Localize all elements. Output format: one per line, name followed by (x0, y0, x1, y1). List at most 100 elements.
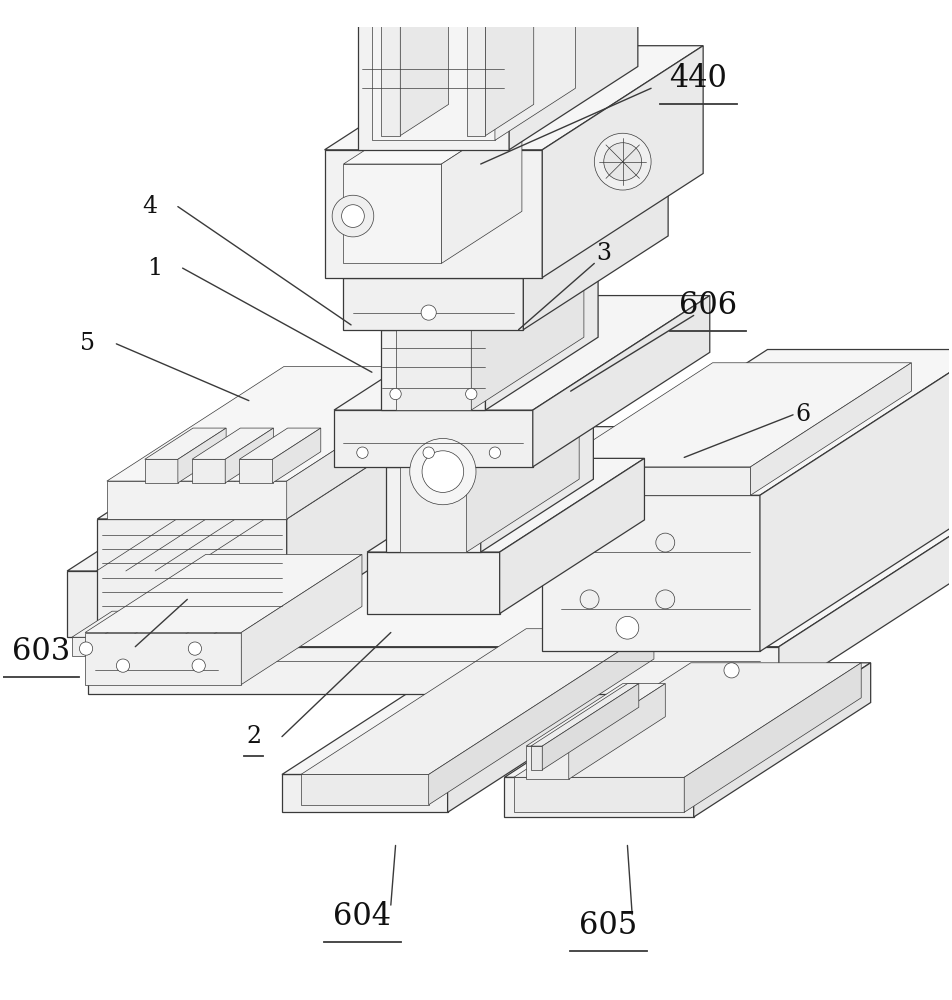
Polygon shape (382, 330, 486, 410)
Polygon shape (282, 774, 447, 812)
Polygon shape (192, 459, 226, 483)
Polygon shape (543, 350, 952, 495)
Circle shape (616, 616, 639, 639)
Polygon shape (97, 404, 464, 519)
Polygon shape (552, 363, 911, 467)
Polygon shape (85, 554, 362, 633)
Polygon shape (145, 459, 178, 483)
Polygon shape (750, 363, 911, 495)
Polygon shape (282, 629, 673, 774)
Polygon shape (241, 554, 362, 685)
Circle shape (188, 642, 202, 655)
Text: 4: 4 (142, 195, 157, 218)
Polygon shape (505, 663, 871, 777)
Circle shape (580, 533, 599, 552)
Circle shape (724, 663, 739, 678)
Text: 606: 606 (679, 290, 737, 321)
Polygon shape (344, 278, 524, 330)
Polygon shape (400, 0, 448, 136)
Circle shape (604, 143, 642, 181)
Polygon shape (543, 495, 760, 651)
Polygon shape (209, 611, 249, 656)
Circle shape (192, 659, 206, 672)
Polygon shape (97, 519, 287, 623)
Polygon shape (325, 46, 704, 150)
Circle shape (332, 195, 374, 237)
Polygon shape (514, 663, 862, 777)
Polygon shape (779, 480, 952, 694)
Circle shape (656, 590, 675, 609)
Polygon shape (395, 330, 471, 410)
Polygon shape (694, 663, 871, 817)
Polygon shape (466, 394, 579, 552)
Polygon shape (239, 459, 272, 483)
Polygon shape (334, 296, 710, 410)
Polygon shape (400, 467, 466, 552)
Polygon shape (514, 777, 684, 812)
Polygon shape (287, 367, 464, 519)
Polygon shape (382, 8, 400, 136)
Polygon shape (107, 481, 287, 519)
Polygon shape (526, 746, 568, 779)
Polygon shape (71, 611, 141, 637)
Polygon shape (239, 428, 321, 459)
Text: 440: 440 (669, 63, 727, 94)
Polygon shape (387, 394, 593, 467)
Polygon shape (100, 611, 141, 656)
Polygon shape (301, 774, 428, 805)
Text: 604: 604 (333, 901, 391, 932)
Text: 2: 2 (246, 725, 261, 748)
Text: 5: 5 (81, 332, 95, 355)
Circle shape (466, 388, 477, 400)
Polygon shape (207, 609, 613, 661)
Polygon shape (531, 746, 543, 770)
Circle shape (423, 447, 434, 458)
Polygon shape (107, 367, 464, 481)
Polygon shape (372, 3, 495, 140)
Polygon shape (145, 428, 227, 459)
Polygon shape (287, 404, 464, 623)
Polygon shape (88, 647, 779, 694)
Polygon shape (543, 684, 639, 770)
Polygon shape (301, 629, 654, 774)
Circle shape (656, 533, 675, 552)
Polygon shape (471, 257, 584, 410)
Polygon shape (395, 257, 584, 330)
Polygon shape (524, 184, 668, 330)
Polygon shape (486, 257, 598, 410)
Polygon shape (181, 637, 209, 656)
Polygon shape (486, 0, 534, 136)
Polygon shape (334, 410, 533, 467)
Polygon shape (526, 684, 665, 746)
Text: 3: 3 (596, 242, 611, 265)
Polygon shape (531, 684, 639, 746)
Polygon shape (543, 46, 704, 278)
Polygon shape (192, 428, 273, 459)
Polygon shape (428, 629, 654, 805)
Text: 603: 603 (11, 636, 69, 667)
Polygon shape (68, 477, 359, 571)
Polygon shape (382, 257, 598, 330)
Polygon shape (509, 0, 638, 150)
Circle shape (422, 451, 464, 492)
Polygon shape (367, 552, 500, 614)
Polygon shape (214, 477, 359, 637)
Polygon shape (613, 427, 895, 661)
Polygon shape (533, 296, 710, 467)
Polygon shape (344, 112, 522, 164)
Circle shape (175, 663, 190, 678)
Polygon shape (226, 428, 273, 483)
Polygon shape (178, 428, 227, 483)
Polygon shape (400, 394, 579, 467)
Polygon shape (481, 394, 593, 552)
Polygon shape (760, 350, 952, 651)
Polygon shape (85, 633, 241, 685)
Circle shape (421, 305, 436, 320)
Polygon shape (367, 458, 645, 552)
Circle shape (342, 205, 365, 227)
Circle shape (116, 659, 129, 672)
Text: 1: 1 (147, 257, 162, 280)
Polygon shape (552, 467, 750, 495)
Polygon shape (358, 3, 509, 150)
Polygon shape (500, 458, 645, 614)
